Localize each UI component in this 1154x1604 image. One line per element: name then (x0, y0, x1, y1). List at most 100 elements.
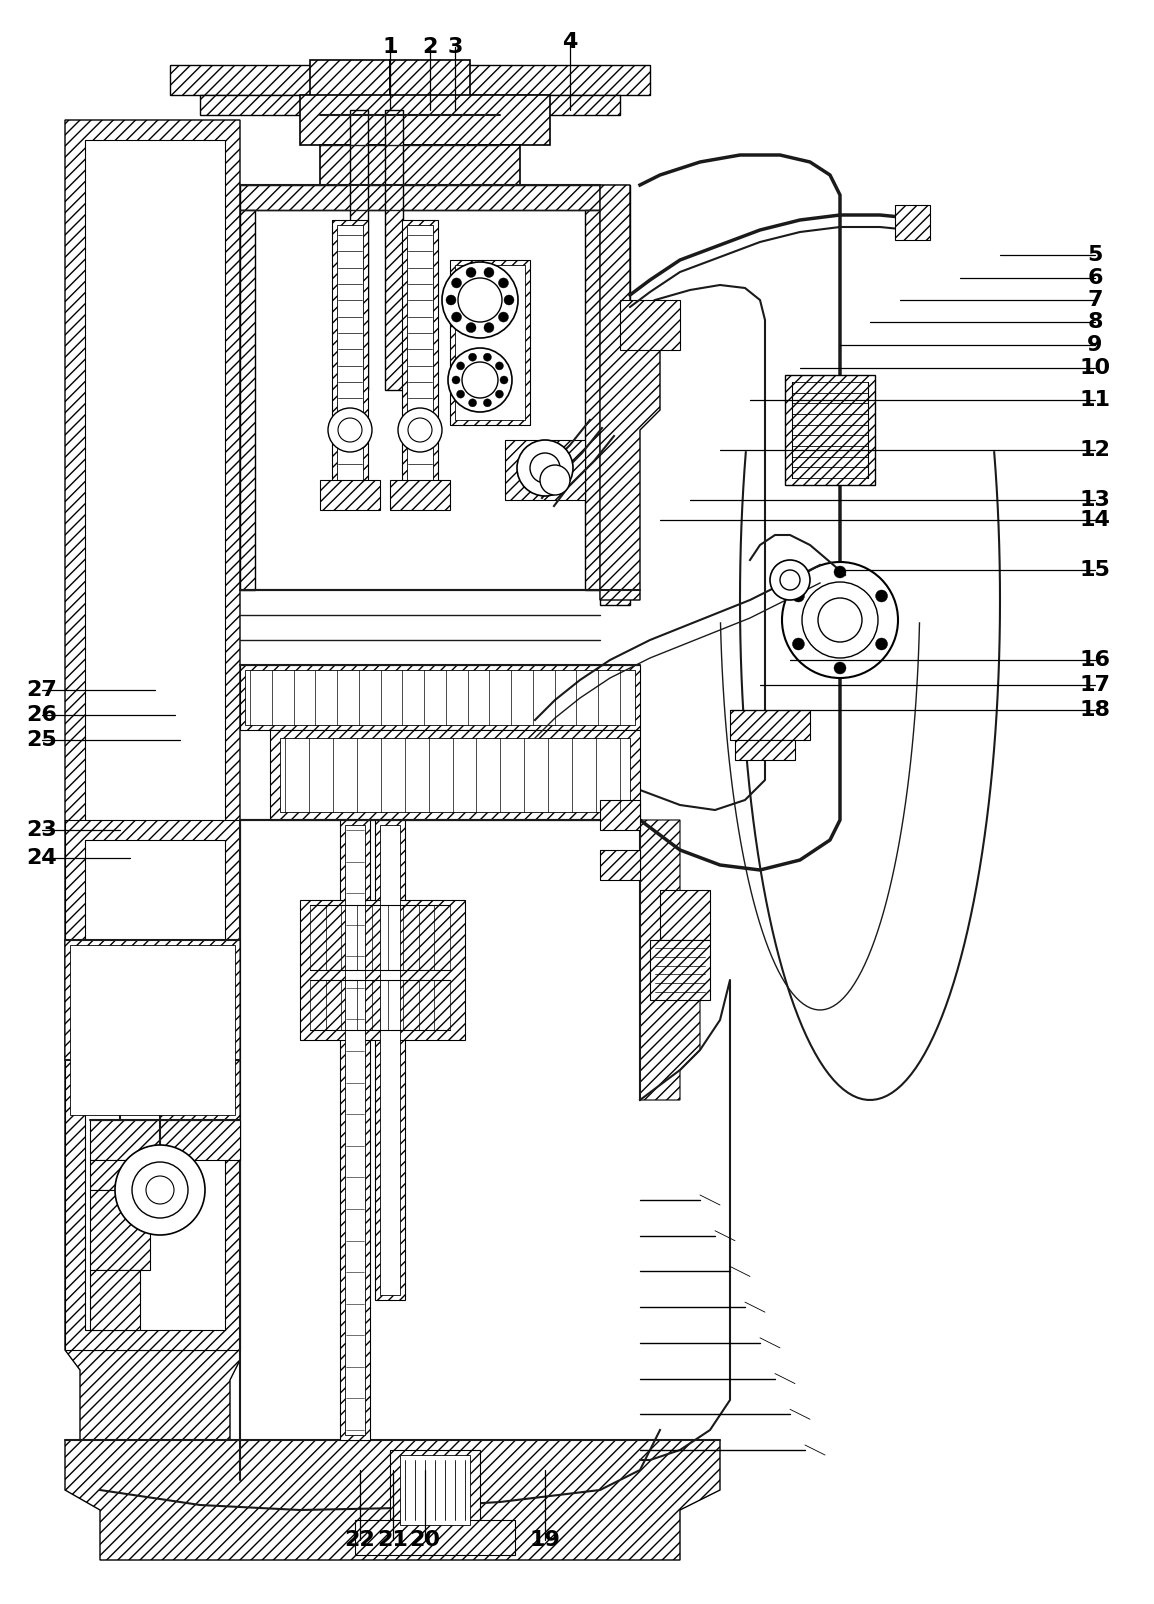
Bar (390, 59, 470, 115)
Text: 2: 2 (422, 37, 437, 58)
Bar (600, 184, 630, 605)
Circle shape (802, 582, 878, 658)
Bar (375, 820, 405, 1299)
Circle shape (484, 399, 492, 407)
Bar (730, 711, 810, 739)
Text: 17: 17 (1079, 675, 1110, 695)
Bar (320, 144, 520, 184)
Circle shape (469, 353, 477, 361)
Circle shape (469, 399, 477, 407)
Text: 12: 12 (1079, 439, 1110, 460)
Bar (385, 111, 403, 390)
Bar (337, 225, 364, 489)
Circle shape (448, 348, 512, 412)
Bar (380, 824, 400, 1294)
Text: 10: 10 (1079, 358, 1110, 379)
Bar (390, 480, 450, 510)
Circle shape (457, 390, 465, 398)
Bar (245, 670, 635, 725)
Text: 7: 7 (1087, 290, 1103, 310)
Bar (345, 824, 365, 1436)
Circle shape (445, 295, 456, 305)
Circle shape (409, 419, 432, 443)
Circle shape (876, 638, 887, 650)
Bar (170, 66, 650, 95)
Bar (600, 850, 640, 881)
Polygon shape (640, 820, 700, 1100)
Circle shape (504, 295, 514, 305)
Bar (320, 480, 380, 510)
Circle shape (793, 590, 804, 602)
Text: 11: 11 (1079, 390, 1110, 411)
Bar (735, 739, 795, 760)
Text: 8: 8 (1087, 313, 1103, 332)
Polygon shape (640, 980, 730, 1460)
Circle shape (495, 390, 503, 398)
Circle shape (147, 1176, 174, 1205)
Polygon shape (640, 156, 840, 869)
Bar (450, 260, 530, 425)
Bar (70, 945, 235, 1115)
Circle shape (876, 590, 887, 602)
Bar (300, 900, 465, 1039)
Bar (660, 890, 710, 940)
Circle shape (132, 1161, 188, 1217)
Circle shape (451, 313, 462, 322)
Bar (280, 738, 630, 812)
Circle shape (462, 363, 499, 398)
Text: 4: 4 (562, 32, 578, 51)
Bar (90, 1120, 240, 1160)
Circle shape (834, 662, 846, 674)
Text: 27: 27 (27, 680, 58, 699)
Polygon shape (65, 120, 240, 1490)
Circle shape (834, 566, 846, 577)
Circle shape (457, 363, 465, 371)
Circle shape (338, 419, 362, 443)
Circle shape (495, 363, 503, 371)
Text: 25: 25 (27, 730, 58, 751)
Bar (390, 1450, 480, 1530)
Text: 21: 21 (377, 1530, 409, 1549)
Polygon shape (85, 140, 225, 1351)
Text: 18: 18 (1079, 699, 1110, 720)
Circle shape (458, 277, 502, 322)
Bar (90, 1190, 150, 1270)
Text: 22: 22 (345, 1530, 375, 1549)
Polygon shape (65, 940, 240, 1120)
Bar (896, 205, 930, 241)
Bar (90, 1160, 170, 1190)
Circle shape (452, 375, 460, 383)
Bar (270, 730, 640, 820)
Circle shape (466, 268, 477, 277)
Text: 26: 26 (27, 706, 58, 725)
Bar (300, 95, 550, 144)
Text: 13: 13 (1079, 489, 1110, 510)
Bar (310, 59, 390, 115)
Circle shape (499, 277, 509, 289)
Circle shape (442, 261, 518, 338)
Text: 3: 3 (448, 37, 463, 58)
Circle shape (818, 598, 862, 642)
Circle shape (782, 561, 898, 678)
Bar (85, 840, 225, 1330)
Circle shape (500, 375, 508, 383)
Text: 23: 23 (27, 820, 58, 840)
Circle shape (517, 439, 574, 496)
Circle shape (793, 638, 804, 650)
Circle shape (115, 1145, 205, 1235)
Text: 14: 14 (1079, 510, 1110, 529)
Circle shape (398, 407, 442, 452)
Bar (785, 375, 875, 484)
Text: 5: 5 (1087, 245, 1103, 265)
Text: 20: 20 (410, 1530, 441, 1549)
Circle shape (780, 569, 800, 590)
Text: 24: 24 (27, 849, 58, 868)
Circle shape (451, 277, 462, 289)
Circle shape (530, 452, 560, 483)
Bar (455, 265, 525, 420)
Bar (585, 210, 600, 590)
Bar (240, 184, 600, 210)
Bar (240, 210, 255, 590)
Bar (90, 1270, 140, 1330)
Circle shape (466, 322, 477, 332)
